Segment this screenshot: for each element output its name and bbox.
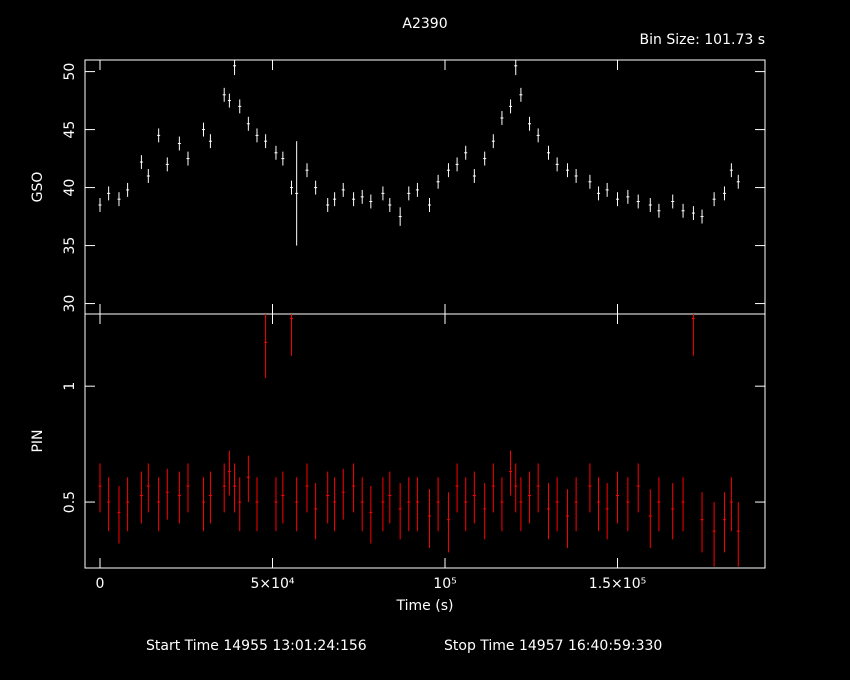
y-tick-label: 50 (62, 63, 78, 81)
x-axis-label: Time (s) (396, 598, 454, 614)
y-tick-label: 35 (62, 237, 78, 255)
y-tick-label: 1 (62, 382, 78, 391)
x-tick-label: 0 (96, 576, 105, 592)
x-tick-label: 1.5×10⁵ (589, 576, 646, 592)
x-tick-label: 5×10⁴ (250, 576, 294, 592)
y-tick-label: 45 (62, 121, 78, 139)
y-tick-label: 40 (62, 179, 78, 197)
bin-size: Bin Size: 101.73 s (640, 32, 765, 48)
y-tick-label: 30 (62, 295, 78, 313)
chart-title: A2390 (402, 16, 447, 32)
stop-time: Stop Time 14957 16:40:59:330 (444, 638, 662, 654)
bottom-frame (84, 313, 766, 569)
y-axis-label: PIN (30, 429, 46, 452)
y-tick-label: 0.5 (62, 491, 78, 513)
start-time: Start Time 14955 13:01:24:156 (146, 638, 367, 654)
y-axis-label: GSO (30, 172, 46, 203)
x-tick-label: 10⁵ (433, 576, 456, 592)
top-frame (84, 59, 766, 315)
